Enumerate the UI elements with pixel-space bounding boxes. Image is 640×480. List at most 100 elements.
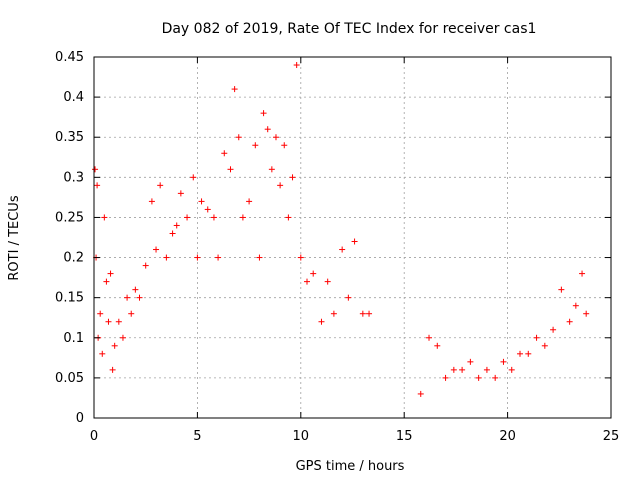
data-point [256,254,263,261]
y-tick-label: 0.35 [55,130,84,145]
data-point [297,254,304,261]
data-point [231,86,238,93]
grid-layer [94,57,611,418]
data-point [190,174,197,181]
data-point [310,270,317,277]
data-point [533,334,540,341]
y-tick-label: 0.2 [63,251,84,266]
data-point [227,166,234,173]
data-point [221,150,228,157]
data-point [566,318,573,325]
x-tick-label: 15 [396,429,413,444]
data-point [434,342,441,349]
y-tick-label: 0.05 [55,371,84,386]
data-point [119,334,126,341]
data-point [351,238,358,245]
y-axis-label: ROTI / TECUs [7,195,22,280]
data-point [583,310,590,317]
y-tick-label: 0.25 [55,210,84,225]
x-tick-label: 10 [293,429,310,444]
data-point [252,142,259,149]
data-point [103,278,110,285]
data-point [239,214,246,221]
x-axis-label: GPS time / hours [296,459,405,474]
data-points [92,62,590,397]
data-point [289,174,296,181]
data-point [450,366,457,373]
data-point [508,366,515,373]
data-point [272,134,279,141]
data-point [99,350,106,357]
data-point [169,230,176,237]
data-point [366,310,373,317]
data-point [198,198,205,205]
x-tick-label: 25 [603,429,620,444]
data-point [330,310,337,317]
data-point [235,134,242,141]
plot-frame [93,56,612,419]
data-point [550,326,557,333]
data-point [109,366,116,373]
data-point [475,374,482,381]
data-point [579,270,586,277]
data-point [492,374,499,381]
data-point [210,214,217,221]
data-point [572,302,579,309]
data-point [293,62,300,69]
data-point [177,190,184,197]
data-point [115,318,122,325]
data-point [260,110,267,117]
x-tick-label: 5 [193,429,201,444]
x-tick-label: 0 [90,429,98,444]
chart-title: Day 082 of 2019, Rate Of TEC Index for r… [162,21,537,37]
data-point [324,278,331,285]
data-point [525,350,532,357]
data-point [246,198,253,205]
data-point [148,198,155,205]
data-point [173,222,180,229]
data-point [184,214,191,221]
data-point [163,254,170,261]
data-point [153,246,160,253]
data-point [359,310,366,317]
data-point [204,206,211,213]
data-point [483,366,490,373]
data-point [285,214,292,221]
data-point [500,358,507,365]
data-point [304,278,311,285]
y-tick-label: 0.3 [63,170,84,185]
data-point [268,166,275,173]
data-point [105,318,112,325]
data-point [426,334,433,341]
y-tick-label: 0 [76,411,84,426]
data-point [215,254,222,261]
data-point [136,294,143,301]
data-point [94,182,101,189]
data-point [97,310,104,317]
data-point [318,318,325,325]
data-point [339,246,346,253]
x-tick-label: 20 [499,429,516,444]
data-point [442,374,449,381]
data-point [111,342,118,349]
data-point [541,342,548,349]
data-point [264,126,271,133]
y-tick-label: 0.15 [55,291,84,306]
data-point [558,286,565,293]
data-point [467,358,474,365]
y-tick-label: 0.1 [63,331,84,346]
data-point [157,182,164,189]
data-point [128,310,135,317]
data-point [107,270,114,277]
data-point [345,294,352,301]
data-point [517,350,524,357]
data-point [281,142,288,149]
data-point [124,294,131,301]
data-point [417,390,424,397]
data-point [132,286,139,293]
data-point [459,366,466,373]
y-tick-label: 0.45 [55,50,84,65]
data-point [92,166,99,173]
data-point [194,254,201,261]
